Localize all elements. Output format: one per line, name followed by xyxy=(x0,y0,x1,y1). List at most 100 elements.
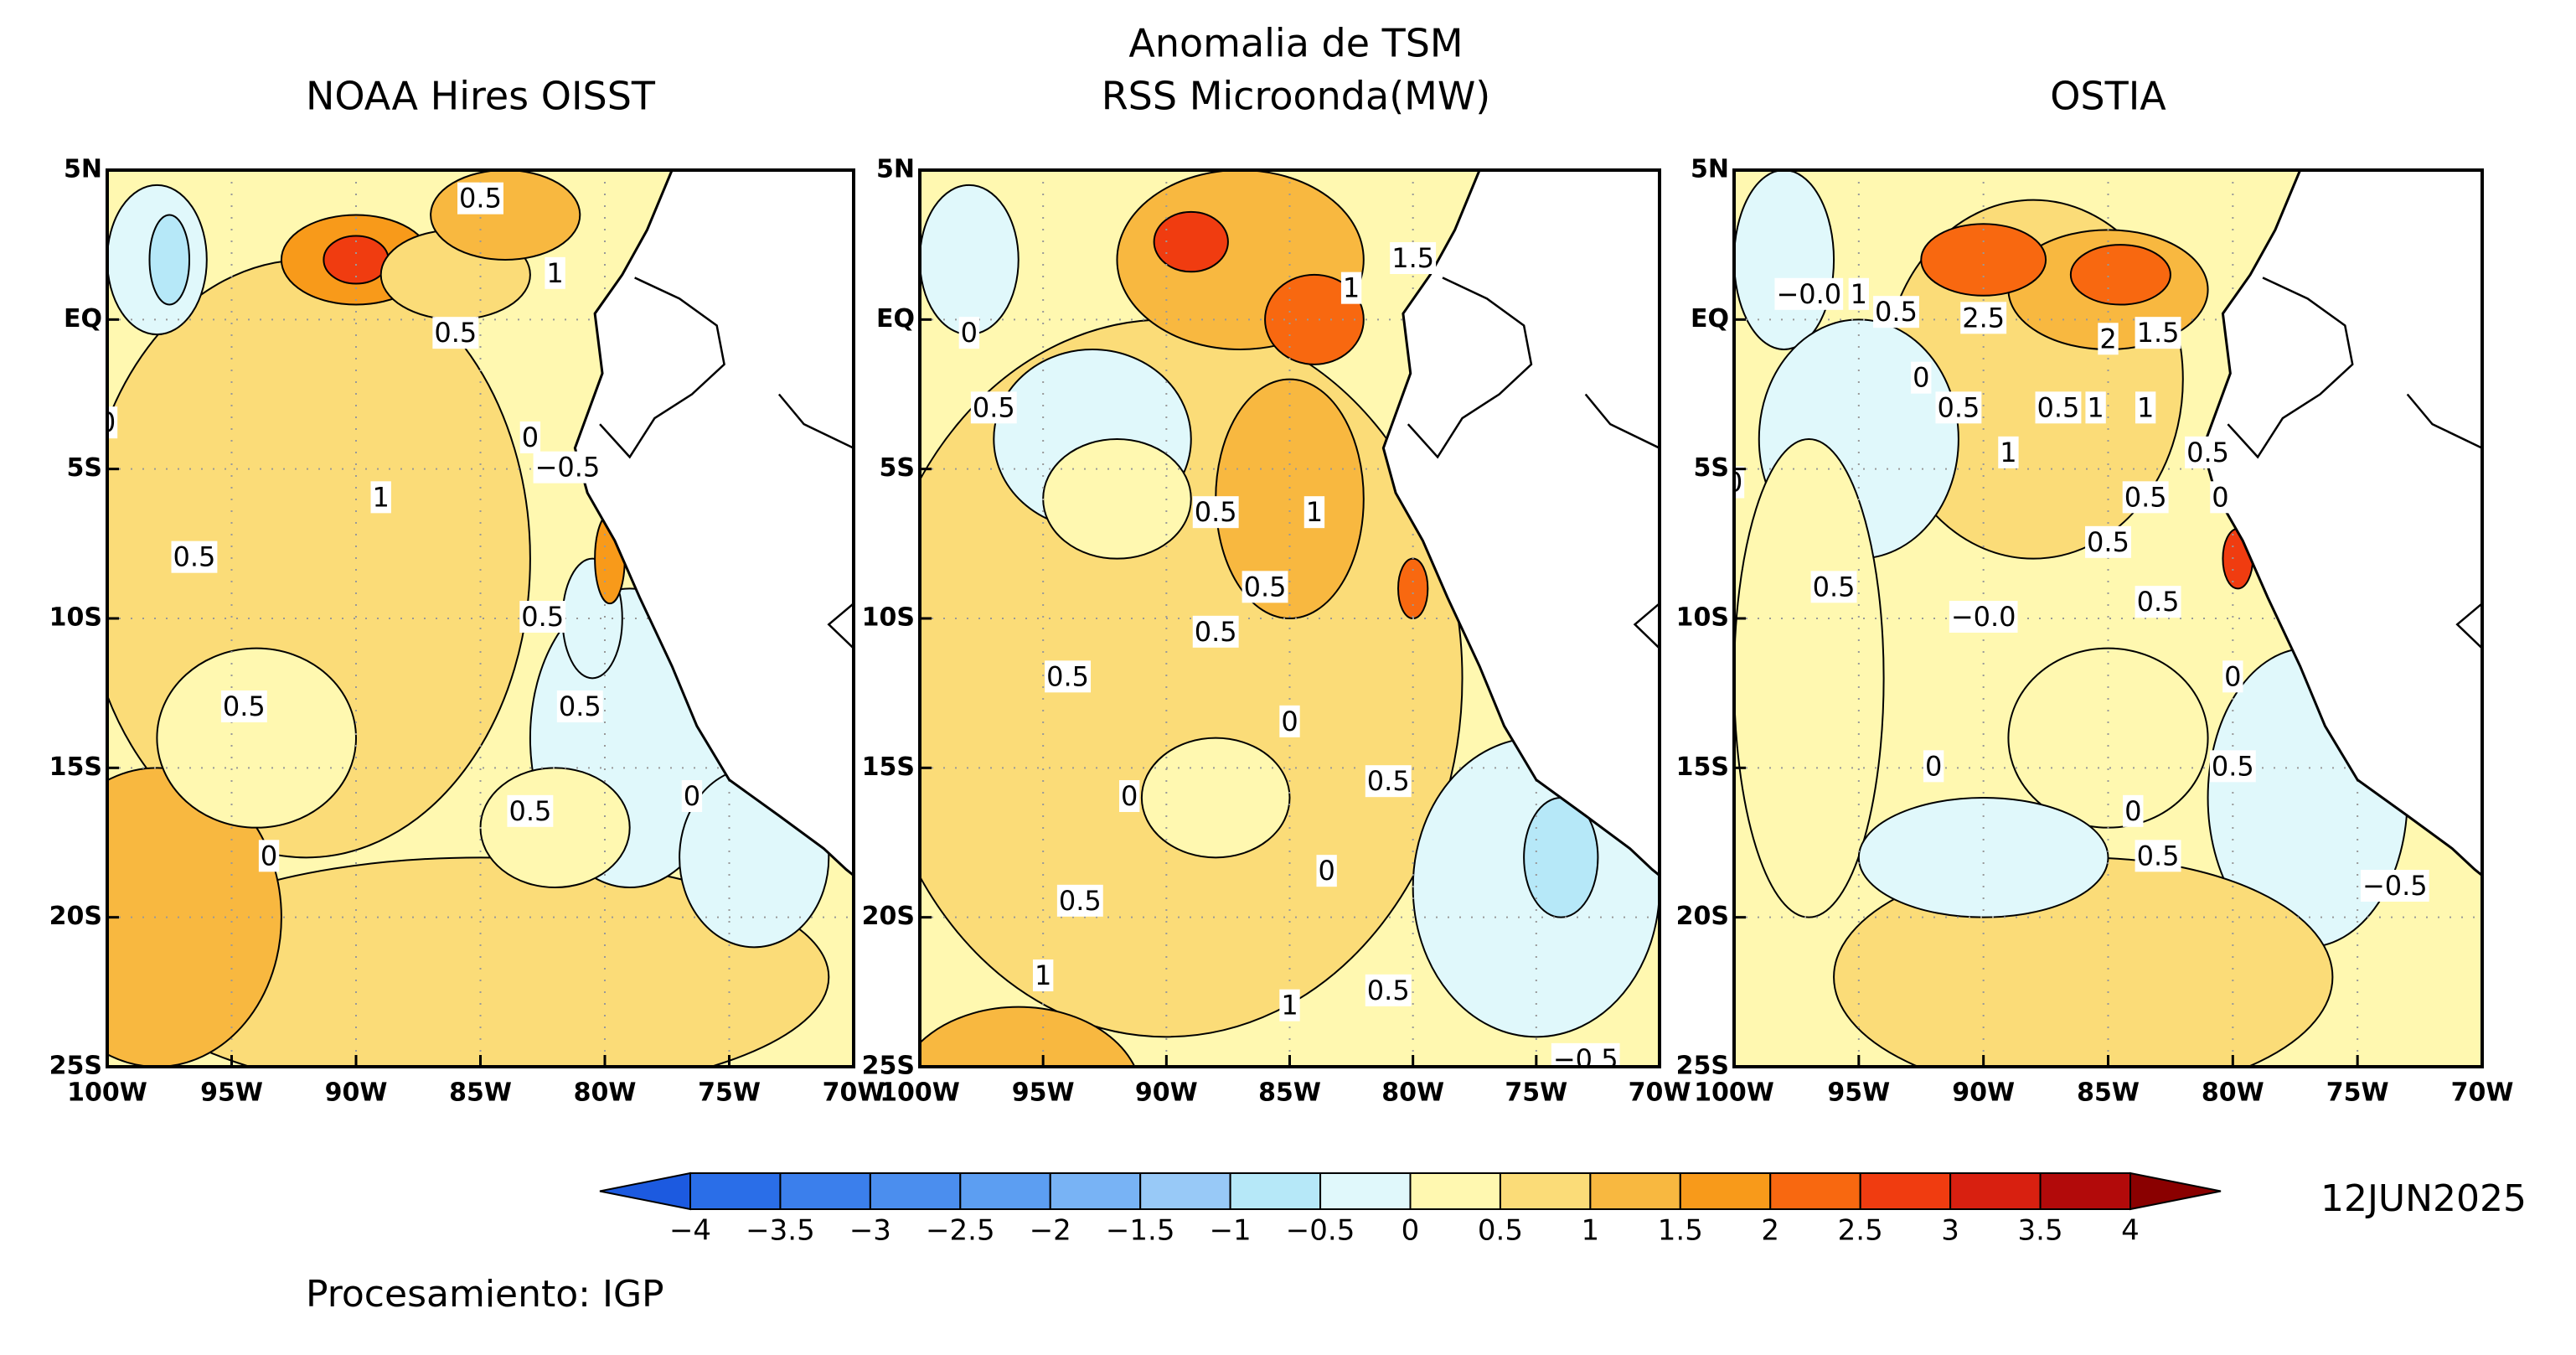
contour-label-bg xyxy=(970,391,1017,424)
contour-label-bg xyxy=(370,481,391,514)
contour-label: −0.0 xyxy=(1951,601,2016,633)
colorbar-label: −2.5 xyxy=(926,1214,995,1248)
lon-tick-label: 95W xyxy=(1012,1078,1075,1108)
contour-label: −0.5 xyxy=(1553,1043,1618,1075)
contour-label: 1.5 xyxy=(1391,242,1434,274)
border xyxy=(2227,277,2354,459)
contour-label: 0.5 xyxy=(521,601,564,633)
contour-label-bg xyxy=(1032,959,1054,991)
lat-tick-label: 20S xyxy=(49,902,102,931)
colorbar-box xyxy=(1139,1172,1231,1210)
colorbar-label: 0 xyxy=(1402,1214,1420,1248)
lat-tick-label: 10S xyxy=(49,603,102,633)
contour-label-bg xyxy=(1303,496,1325,529)
contour-label-bg xyxy=(2085,525,2131,558)
contour-label: 0.5 xyxy=(1937,391,1980,423)
colorbar-box xyxy=(869,1172,962,1210)
contour-label: 0 xyxy=(99,406,116,438)
contour-label: 0.5 xyxy=(459,183,502,215)
contour-label: 0.5 xyxy=(223,690,266,722)
credit: Procesamiento: IGP xyxy=(306,1273,664,1316)
colorbar-label: 3 xyxy=(1941,1214,1959,1248)
contour-label: 0.5 xyxy=(973,391,1015,423)
contour-label-bg xyxy=(2209,750,2256,783)
contour-label: 0.5 xyxy=(1244,571,1287,603)
contour-label-bg xyxy=(1056,884,1103,917)
contour-label-bg xyxy=(1774,277,1844,310)
border xyxy=(1407,277,1533,459)
colorbar-label: 2 xyxy=(1761,1214,1779,1248)
lon-tick-label: 70W xyxy=(1629,1078,1691,1108)
lon-tick-label: 100W xyxy=(880,1078,960,1108)
contour-label-bg xyxy=(2123,794,2144,827)
contour-label: 1 xyxy=(1035,959,1051,991)
contour-label-bg xyxy=(220,690,267,722)
contour-label: −0.5 xyxy=(2362,870,2428,902)
contour-label: 1.5 xyxy=(2137,317,2180,349)
contour-label: 0.5 xyxy=(2186,437,2229,468)
anomaly-patch xyxy=(920,184,1020,336)
colorbar-label: −1 xyxy=(1210,1214,1252,1248)
colorbar-box xyxy=(959,1172,1051,1210)
contour-label: 1 xyxy=(1306,496,1323,528)
colorbar-label: 0.5 xyxy=(1478,1214,1523,1248)
colorbar-box xyxy=(1409,1172,1501,1210)
panel-title: RSS Microonda(MW) xyxy=(1102,74,1491,119)
lat-tick-label: EQ xyxy=(876,304,915,334)
lat-tick-label: 5S xyxy=(880,453,915,483)
contour-label-bg xyxy=(2185,436,2232,468)
contour-label-bg xyxy=(1935,391,1982,424)
contour-label: 0.5 xyxy=(2137,840,2180,871)
lat-tick-label: 20S xyxy=(1676,902,1729,931)
contour-label: 0.5 xyxy=(1367,975,1410,1006)
anomaly-patch xyxy=(1042,438,1192,560)
colorbar-box xyxy=(1859,1172,1952,1210)
colorbar-label: 4 xyxy=(2121,1214,2140,1248)
contour-label-bg xyxy=(1365,974,1412,1006)
lat-tick-label: 5N xyxy=(1691,155,1729,184)
contour-label-bg xyxy=(507,794,554,827)
lat-tick-label: 25S xyxy=(1676,1052,1729,1081)
contour-label-bg xyxy=(556,690,603,722)
contour-label: 0 xyxy=(261,840,277,871)
border xyxy=(1584,393,1660,449)
lon-tick-label: 75W xyxy=(698,1078,761,1108)
lon-tick-label: 85W xyxy=(449,1078,512,1108)
land xyxy=(1381,170,1660,877)
contour-label-bg xyxy=(2098,323,2119,355)
contour-label-bg xyxy=(1192,496,1239,529)
anomaly-patch xyxy=(1264,273,1365,365)
colorbar-box xyxy=(1319,1172,1412,1210)
contour-label: 0 xyxy=(684,780,700,812)
contour-label-bg xyxy=(1119,780,1140,812)
lon-tick-label: 75W xyxy=(2326,1078,2389,1108)
contour-label-bg xyxy=(457,182,503,215)
anomaly-patch xyxy=(430,170,581,261)
land xyxy=(573,170,854,877)
colorbar-box xyxy=(689,1172,782,1210)
contour-label: 0.5 xyxy=(1367,765,1410,797)
contour-label-bg xyxy=(1192,615,1239,648)
lat-tick-label: 25S xyxy=(862,1052,915,1081)
contour-label: 0 xyxy=(2124,795,2141,827)
contour-label-bg xyxy=(1998,436,2019,468)
anomaly-patch xyxy=(1397,557,1429,619)
lat-tick-label: 5S xyxy=(1694,453,1729,483)
colorbar-box xyxy=(2039,1172,2131,1210)
contour-label: −0.5 xyxy=(535,452,601,484)
lat-tick-label: 15S xyxy=(49,752,102,782)
contour-label-bg xyxy=(1923,750,1944,783)
lon-tick-label: 80W xyxy=(574,1078,637,1108)
lon-tick-label: 70W xyxy=(823,1078,885,1108)
lat-tick-label: 10S xyxy=(1676,603,1729,633)
contour-label: 0.5 xyxy=(508,795,551,827)
colorbar-label: 1 xyxy=(1582,1214,1600,1248)
contour-label: 0 xyxy=(1726,467,1742,499)
contour-label-bg xyxy=(2360,870,2429,902)
panel-title: OSTIA xyxy=(2050,74,2166,119)
colorbar-box xyxy=(1949,1172,2042,1210)
anomaly-patch xyxy=(156,647,358,829)
